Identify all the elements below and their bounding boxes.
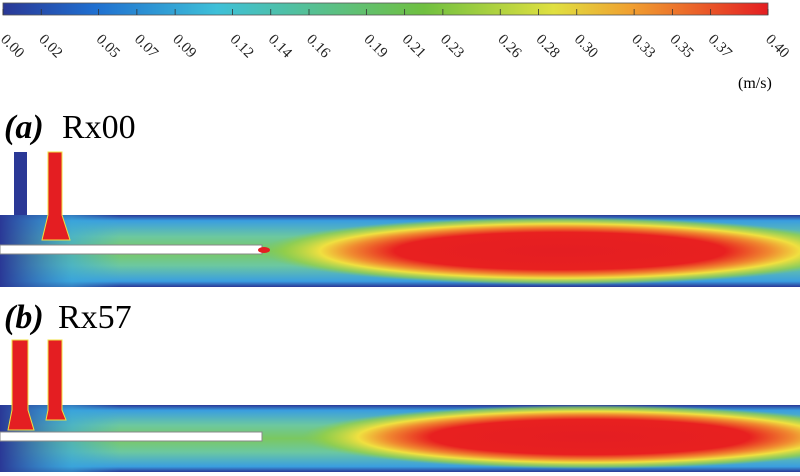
tick-label: 0.37 xyxy=(705,32,735,62)
contour-a xyxy=(0,151,800,287)
tick-label: 0.00 xyxy=(0,32,27,62)
unit: (m/s) xyxy=(738,75,772,92)
contour-b xyxy=(0,339,800,472)
tick-label: 0.16 xyxy=(303,32,333,62)
tick-label: 0.21 xyxy=(399,32,429,62)
tick-label: 0.28 xyxy=(533,32,563,62)
panel-name: Rx00 xyxy=(62,109,136,146)
tick-label: 0.33 xyxy=(628,32,658,62)
tick-label: 0.35 xyxy=(667,32,697,62)
tick-label: 0.23 xyxy=(437,32,467,62)
panel-label: (b) xyxy=(4,299,44,336)
panel-label: (a) xyxy=(4,109,44,146)
tick-label: 0.05 xyxy=(93,32,123,62)
tick-label: 0.02 xyxy=(35,32,65,62)
tick-label: 0.26 xyxy=(494,32,524,62)
tick-label: 0.07 xyxy=(131,32,161,62)
tick-label: 0.40 xyxy=(762,32,792,62)
panel-name: Rx57 xyxy=(58,299,132,336)
tick-label: 0.12 xyxy=(227,32,257,62)
tick-label: 0.09 xyxy=(169,32,199,62)
tick-label: 0.19 xyxy=(361,32,391,62)
tick-label: 0.14 xyxy=(265,32,295,62)
colorbar xyxy=(2,2,769,16)
tick-label: 0.30 xyxy=(571,32,601,62)
